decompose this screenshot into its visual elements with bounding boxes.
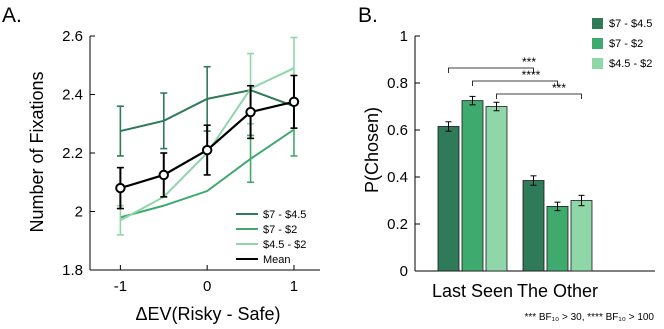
panel-a-label: A. — [2, 4, 22, 27]
legend-label-b: $7 - $4.5 — [609, 18, 652, 30]
legend-label-a: $7 - $4.5 — [263, 209, 306, 221]
y-tick-label-b: 1 — [400, 28, 408, 45]
legend-label-a: $4.5 - $2 — [263, 239, 306, 251]
x-category-label: The Other — [517, 281, 598, 301]
y-tick-label-a: 2.6 — [62, 28, 83, 45]
mean-marker — [245, 106, 256, 118]
y-tick-label-b: 0.2 — [387, 216, 408, 233]
legend-label-b: $4.5 - $2 — [609, 58, 652, 70]
bar — [546, 205, 569, 272]
panel-a: A. Number of Fixations ΔEV(Risky - Safe)… — [2, 4, 320, 324]
bar — [485, 106, 508, 272]
legend-swatch-b — [592, 18, 603, 29]
series-line-1 — [120, 128, 295, 219]
mean-marker — [115, 182, 126, 194]
x-tick-label-a: 1 — [290, 278, 298, 295]
y-axis-label-b: P(Chosen) — [362, 107, 382, 193]
significance-label: *** — [552, 81, 566, 95]
x-axis-label-a: ΔEV(Risky - Safe) — [135, 304, 280, 324]
y-tick-label-b: 0.4 — [387, 169, 408, 186]
x-category-label: Last Seen — [432, 281, 513, 301]
significance-label: *** — [522, 55, 536, 69]
y-tick-label-a: 2 — [75, 204, 83, 221]
mean-marker — [201, 144, 213, 156]
significance-bracket — [496, 93, 582, 99]
legend-label-a: $7 - $2 — [263, 224, 297, 236]
significance-bracket — [472, 80, 558, 86]
bar — [522, 180, 545, 272]
y-axis-label-a: Number of Fixations — [27, 71, 47, 232]
significance-bracket — [448, 67, 534, 73]
y-tick-label-b: 0.6 — [387, 122, 408, 139]
mean-marker — [288, 96, 300, 108]
legend-label-b: $7 - $2 — [609, 38, 643, 50]
mean-marker — [158, 169, 169, 181]
y-tick-label-a: 2.4 — [62, 87, 83, 104]
panel-b: B. P(Chosen) 0 0.2 0.4 0.6 0.8 1 Last Seen The… — [358, 4, 655, 323]
bar — [570, 200, 593, 272]
x-tick-label-a: 0 — [203, 278, 211, 295]
significance-label: **** — [522, 68, 541, 82]
panel-b-label: B. — [358, 4, 378, 27]
y-tick-label-b: 0 — [400, 263, 408, 280]
legend-label-a: Mean — [263, 254, 291, 266]
y-tick-label-b: 0.8 — [387, 75, 408, 92]
y-tick-label-a: 2.2 — [62, 145, 83, 162]
legend-swatch-b — [592, 58, 603, 69]
bar — [437, 126, 460, 272]
x-tick-label-a: -1 — [114, 278, 127, 295]
legend-swatch-b — [592, 38, 603, 49]
bayes-factor-footnote: *** BF₁₀ > 30, **** BF₁₀ > 100 — [524, 312, 654, 323]
y-tick-label-a: 1.8 — [62, 262, 83, 279]
bar — [461, 100, 484, 272]
